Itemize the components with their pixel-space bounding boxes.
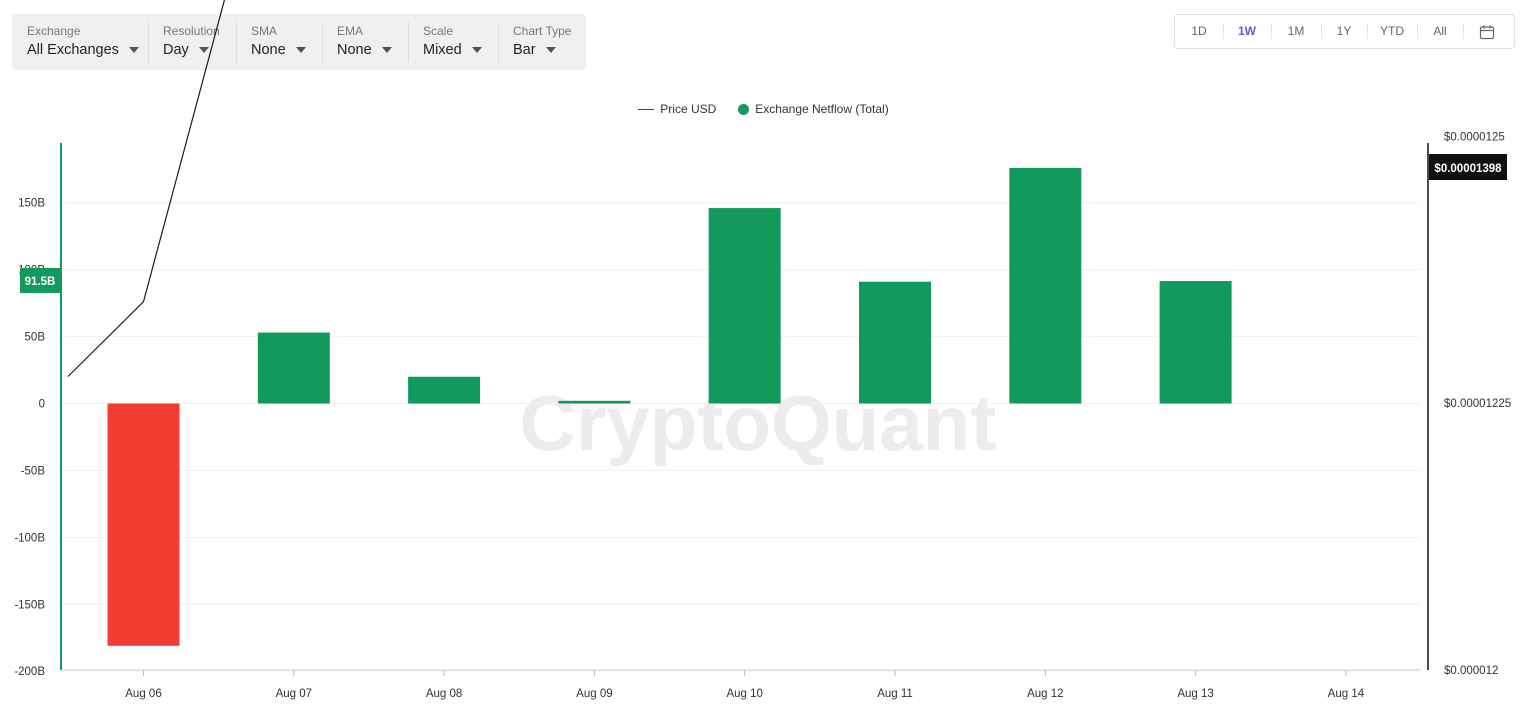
range-button-all[interactable]: All xyxy=(1417,15,1463,48)
dropdown-scale[interactable]: Scale Mixed xyxy=(408,14,498,70)
netflow-bar xyxy=(107,403,180,646)
netflow-bar xyxy=(859,281,931,404)
y-left-tick-label: 50B xyxy=(25,332,46,344)
y-right-tick-label: $0.00001225 xyxy=(1444,398,1511,410)
dropdown-value: None xyxy=(251,42,306,58)
netflow-bar xyxy=(1009,167,1082,404)
netflow-bar xyxy=(708,208,781,404)
dropdown-value-text: Day xyxy=(163,42,189,58)
dropdown-label: Scale xyxy=(423,24,454,38)
x-tick-label: Aug 06 xyxy=(125,688,161,700)
dropdown-sma[interactable]: SMA None xyxy=(236,14,322,70)
legend-label-price: Price USD xyxy=(660,102,717,116)
y-left-tick-label: -200B xyxy=(14,666,45,678)
range-button-1y[interactable]: 1Y xyxy=(1321,15,1367,48)
dropdown-value: Mixed xyxy=(423,42,482,58)
dropdown-label: EMA xyxy=(337,24,364,38)
y-left-tick-label: 0 xyxy=(39,399,45,411)
x-tick-label: Aug 09 xyxy=(576,688,612,700)
range-button-1m[interactable]: 1M xyxy=(1271,15,1321,48)
x-tick-label: Aug 12 xyxy=(1027,688,1063,700)
x-tick-label: Aug 11 xyxy=(877,688,913,700)
dropdown-exchange[interactable]: Exchange All Exchanges xyxy=(12,14,148,70)
netflow-bar xyxy=(558,400,631,404)
x-tick-label: Aug 08 xyxy=(426,688,462,700)
last-value-badge-left: 91.5B xyxy=(20,268,60,293)
dropdown-chart-type[interactable]: Chart Type Bar xyxy=(498,14,586,70)
watermark: CryptoQuant xyxy=(520,379,997,467)
dropdown-value-text: Mixed xyxy=(423,42,462,58)
x-tick-label: Aug 07 xyxy=(276,688,312,700)
y-right-tick-label: $0.0000125 xyxy=(1444,131,1505,143)
legend-label-netflow: Exchange Netflow (Total) xyxy=(755,102,889,116)
caret-down-icon xyxy=(381,47,392,53)
range-button-1d[interactable]: 1D xyxy=(1191,24,1207,38)
netflow-bar xyxy=(1159,281,1232,404)
netflow-bar xyxy=(408,376,481,404)
dropdown-value-text: None xyxy=(251,42,286,58)
dropdown-label: Resolution xyxy=(163,24,220,38)
caret-down-icon xyxy=(545,47,556,53)
y-right-tick-label: $0.000012 xyxy=(1444,665,1498,677)
legend-item-price[interactable]: Price USD xyxy=(638,102,716,116)
badge-bg xyxy=(20,268,60,293)
caret-down-icon xyxy=(295,47,306,53)
y-left-tick-label: -50B xyxy=(21,465,46,477)
y-left-tick-label: -150B xyxy=(14,599,45,611)
dropdown-value-text: Bar xyxy=(513,42,536,58)
y-left-tick-label: -100B xyxy=(14,532,45,544)
y-left-tick-label: 100B xyxy=(18,265,45,277)
dot-swatch-icon xyxy=(738,103,750,115)
dropdown-label: Chart Type xyxy=(513,24,572,38)
last-value-badge-right: $0.00001398 xyxy=(1429,154,1507,180)
dropdown-ema[interactable]: EMA None xyxy=(322,14,408,70)
caret-down-icon xyxy=(471,47,482,53)
chart-controls: Exchange All Exchanges Resolution Day SMA Non… xyxy=(12,14,586,70)
chart-legend: Price USD Exchange Netflow (Total) xyxy=(0,102,1527,116)
y-left-tick-label: 150B xyxy=(18,198,45,210)
range-button-1w[interactable]: 1W xyxy=(1223,15,1271,48)
time-range-selector: 1D 1W 1M 1Y YTD All xyxy=(1174,14,1515,49)
badge-text: $0.00001398 xyxy=(1434,163,1502,175)
badge-text: 91.5B xyxy=(25,276,56,288)
line-swatch-icon xyxy=(638,108,655,110)
dropdown-value-text: None xyxy=(337,42,372,58)
netflow-bar xyxy=(257,332,330,404)
calendar-icon[interactable] xyxy=(1463,15,1511,48)
dropdown-value: Day xyxy=(163,42,209,58)
caret-down-icon xyxy=(128,47,139,53)
dropdown-value-text: All Exchanges xyxy=(27,42,119,58)
dropdown-value: All Exchanges xyxy=(27,42,139,58)
dropdown-value: None xyxy=(337,42,392,58)
range-button-ytd[interactable]: YTD xyxy=(1367,15,1417,48)
x-tick-label: Aug 10 xyxy=(726,688,762,700)
legend-item-netflow[interactable]: Exchange Netflow (Total) xyxy=(738,102,889,116)
dropdown-value: Bar xyxy=(513,42,556,58)
caret-down-icon xyxy=(198,47,209,53)
badge-bg xyxy=(1429,154,1507,180)
dropdown-resolution[interactable]: Resolution Day xyxy=(148,14,236,70)
dropdown-label: Exchange xyxy=(27,24,81,38)
x-tick-label: Aug 14 xyxy=(1328,688,1365,700)
x-tick-label: Aug 13 xyxy=(1177,688,1213,700)
dropdown-label: SMA xyxy=(251,24,278,38)
